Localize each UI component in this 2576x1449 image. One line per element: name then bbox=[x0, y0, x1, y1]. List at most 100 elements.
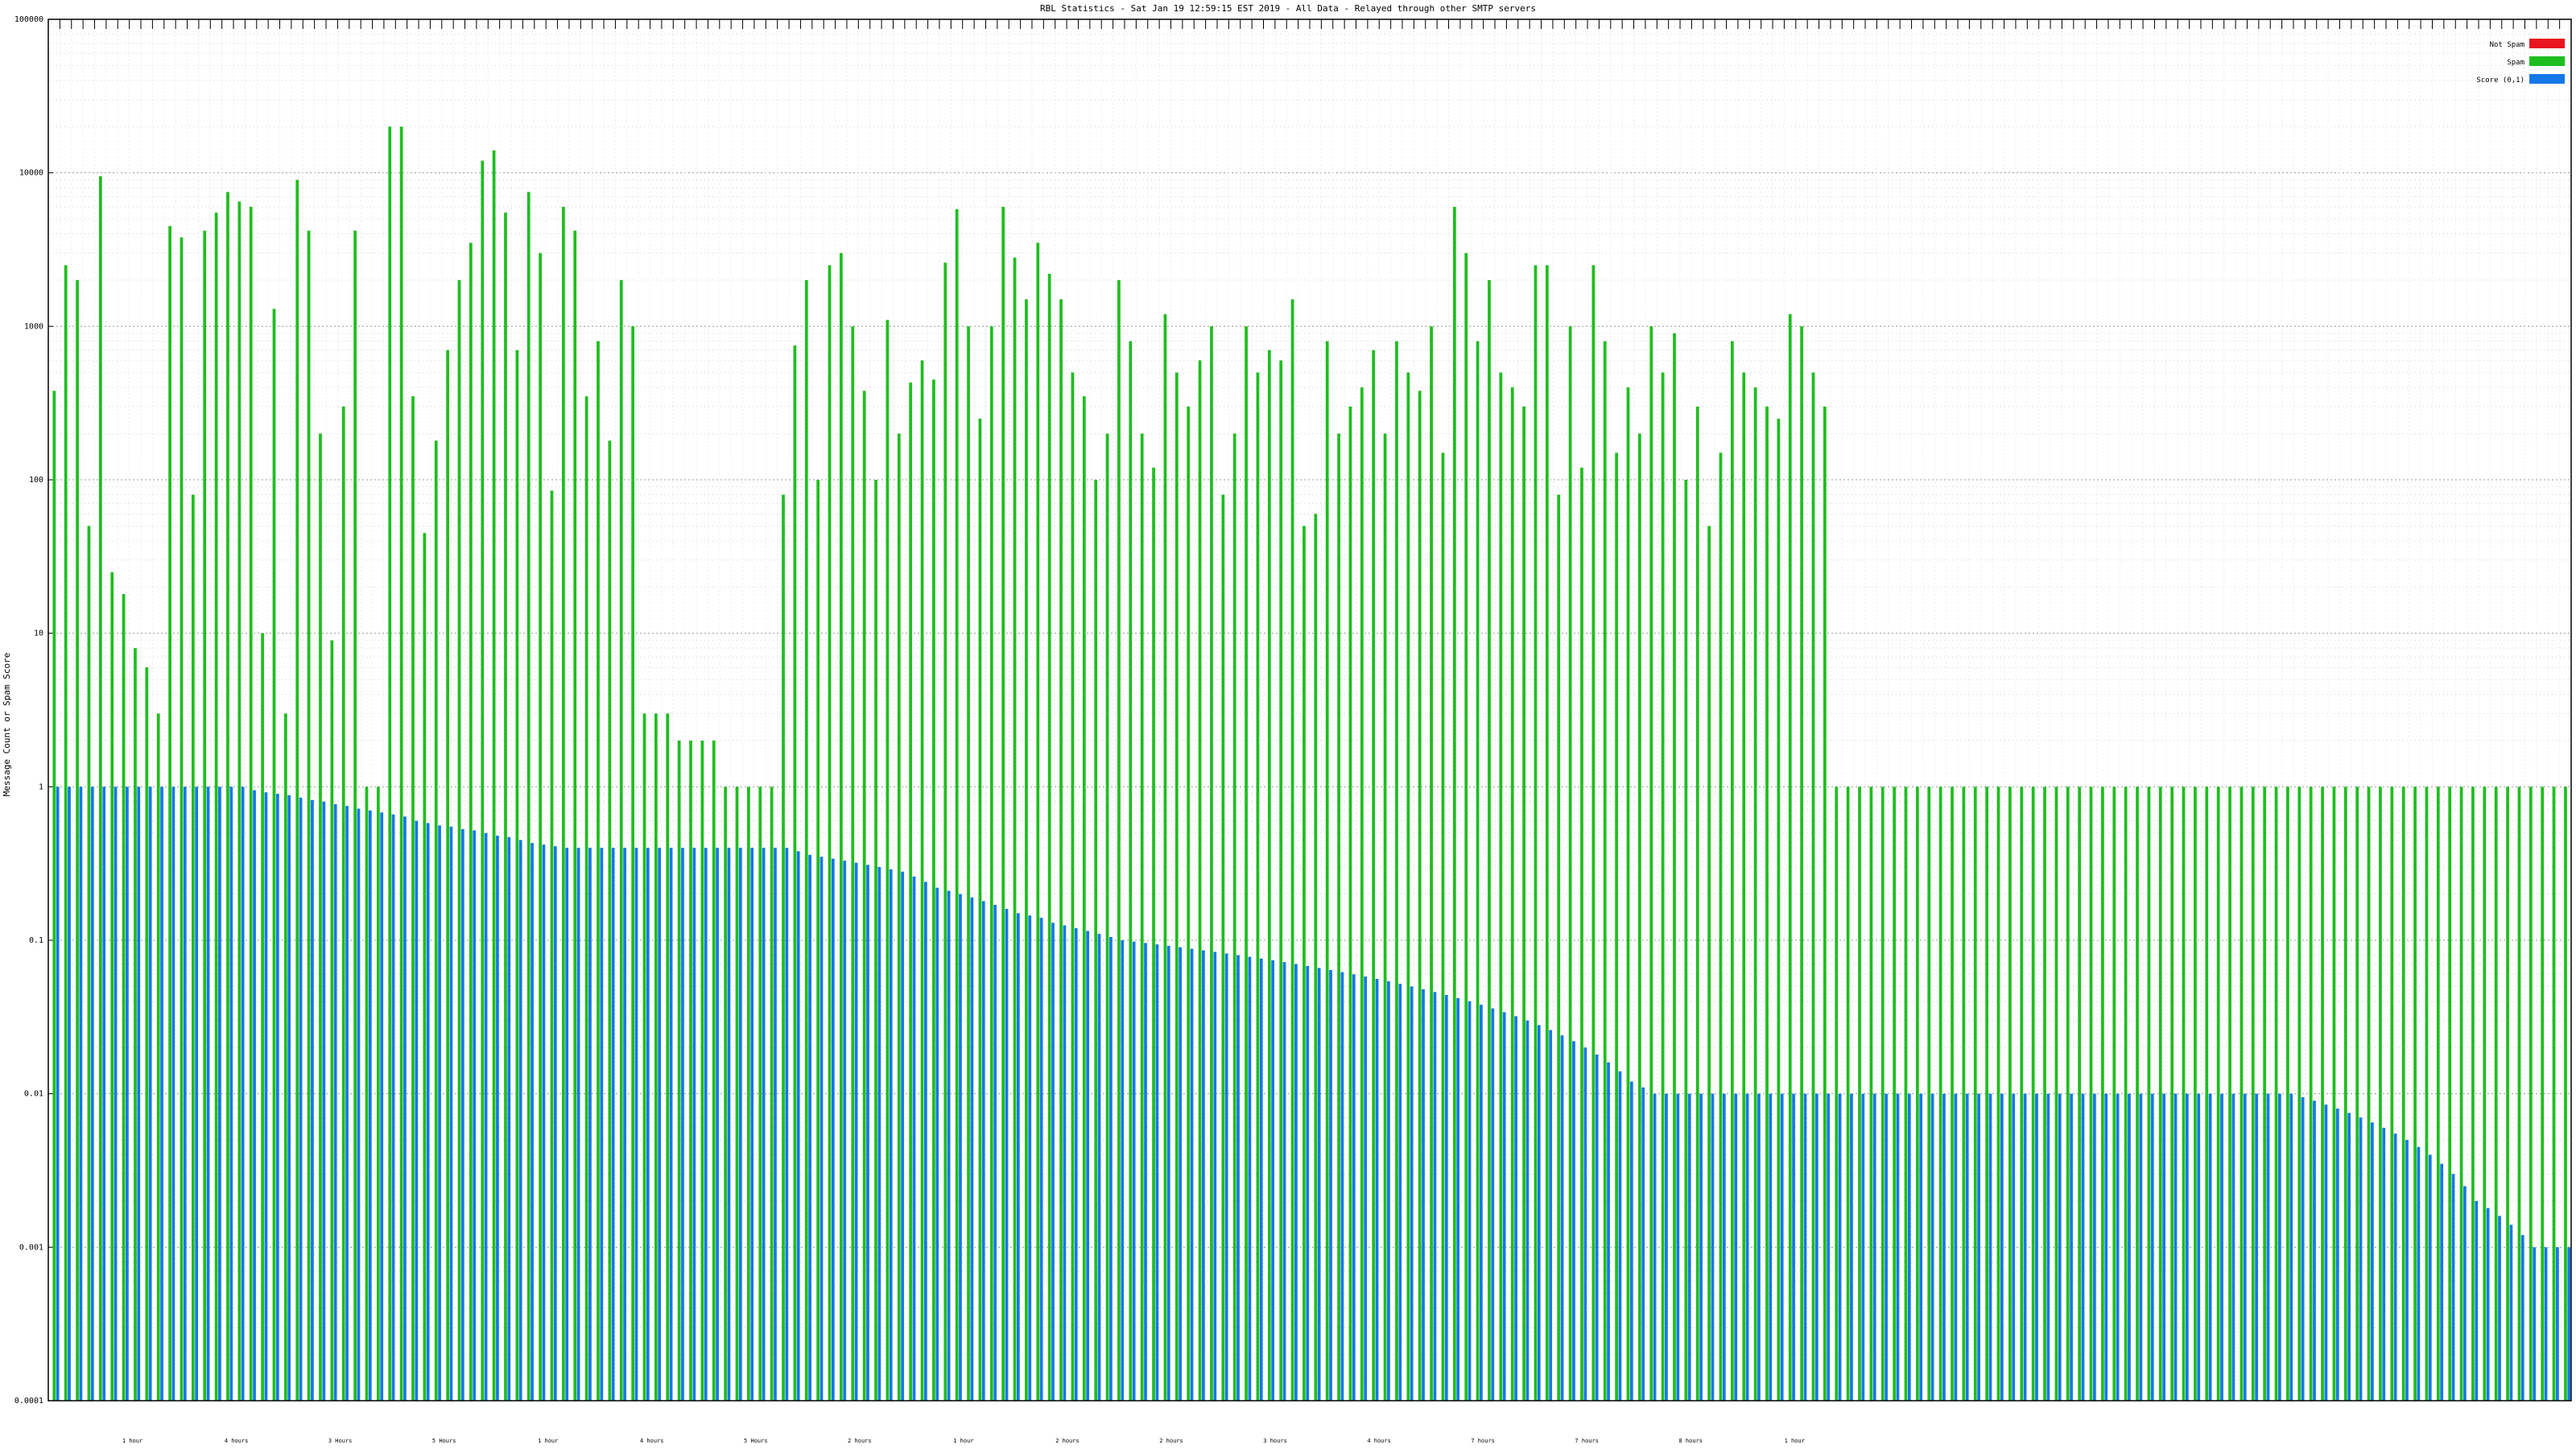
bar-score- bbox=[1699, 1093, 1703, 1401]
bar-score- bbox=[2428, 1154, 2432, 1401]
bar-score- bbox=[2208, 1093, 2212, 1401]
bar-score- bbox=[843, 861, 847, 1401]
bar-spam bbox=[2205, 786, 2209, 1401]
bar-score- bbox=[1722, 1093, 1726, 1401]
legend-swatch bbox=[2529, 74, 2565, 84]
bar-spam bbox=[2321, 786, 2324, 1401]
bar-score- bbox=[287, 795, 291, 1401]
bar-score- bbox=[1166, 945, 1170, 1401]
bar-spam bbox=[1823, 407, 1827, 1402]
bar-score- bbox=[2509, 1224, 2513, 1401]
bar-score- bbox=[114, 786, 118, 1401]
bar-spam bbox=[145, 667, 149, 1401]
bar-score- bbox=[623, 848, 626, 1401]
bar-score- bbox=[333, 803, 337, 1401]
bar-spam bbox=[1221, 494, 1225, 1401]
bar-score- bbox=[1179, 947, 1182, 1401]
bar-score- bbox=[460, 828, 464, 1401]
bar-score- bbox=[2243, 1093, 2247, 1401]
bar-score- bbox=[831, 858, 835, 1401]
bar-score- bbox=[1676, 1093, 1680, 1401]
y-tick-label: 1 bbox=[39, 782, 43, 791]
bar-score- bbox=[1422, 989, 1425, 1401]
bar-spam bbox=[1047, 274, 1051, 1402]
bar-spam bbox=[562, 206, 565, 1401]
bar-score- bbox=[1618, 1071, 1622, 1401]
bar-score- bbox=[669, 848, 673, 1401]
bar-score- bbox=[1259, 958, 1263, 1401]
bar-score- bbox=[2058, 1093, 2062, 1401]
bar-score- bbox=[889, 869, 893, 1401]
bar-spam bbox=[226, 192, 229, 1402]
bar-score- bbox=[1560, 1035, 1564, 1401]
bar-score- bbox=[530, 843, 534, 1401]
x-group-label: 7 hours bbox=[1471, 1438, 1495, 1444]
bar-score- bbox=[576, 848, 580, 1401]
bar-score- bbox=[1780, 1093, 1784, 1401]
bar-spam bbox=[365, 786, 369, 1401]
bar-spam bbox=[249, 206, 253, 1401]
bar-score- bbox=[901, 871, 904, 1401]
bar-score- bbox=[56, 786, 60, 1401]
bar-score- bbox=[634, 848, 638, 1401]
bar-spam bbox=[1996, 786, 2000, 1401]
bar-spam bbox=[2483, 786, 2487, 1401]
bar-spam bbox=[214, 213, 218, 1401]
bar-spam bbox=[2274, 786, 2278, 1401]
bar-score- bbox=[438, 825, 441, 1401]
bar-spam bbox=[180, 237, 184, 1401]
bar-score- bbox=[1872, 1093, 1876, 1401]
bar-spam bbox=[758, 786, 762, 1401]
bar-score- bbox=[1838, 1093, 1842, 1401]
bar-score- bbox=[2116, 1093, 2120, 1401]
bar-spam bbox=[597, 341, 600, 1402]
plot-frame bbox=[47, 19, 2572, 1402]
bar-score- bbox=[275, 794, 279, 1401]
bar-spam bbox=[1858, 786, 1861, 1401]
x-group-label: 1 hour bbox=[122, 1438, 142, 1444]
bar-score- bbox=[148, 786, 152, 1401]
bar-score- bbox=[1711, 1093, 1715, 1401]
bar-spam bbox=[1777, 419, 1781, 1401]
bar-score- bbox=[2347, 1113, 2351, 1401]
bar-spam bbox=[828, 265, 832, 1401]
bar-spam bbox=[434, 440, 438, 1401]
bar-spam bbox=[2529, 786, 2533, 1401]
bar-score- bbox=[2185, 1093, 2189, 1401]
bar-spam bbox=[2541, 786, 2545, 1401]
bar-score- bbox=[2023, 1093, 2027, 1401]
x-group-label: 1 hour bbox=[953, 1438, 973, 1444]
bar-spam bbox=[307, 230, 311, 1401]
bar-score- bbox=[218, 786, 221, 1401]
bar-spam bbox=[1880, 786, 1885, 1401]
bar-score- bbox=[380, 812, 384, 1401]
bar-spam bbox=[481, 160, 485, 1401]
bar-score- bbox=[877, 867, 881, 1401]
bar-score- bbox=[2371, 1122, 2374, 1401]
x-group-label: 8 hours bbox=[1678, 1438, 1703, 1444]
bar-spam bbox=[2263, 786, 2267, 1401]
bar-score- bbox=[1896, 1093, 1900, 1401]
y-tick-label: 100000 bbox=[14, 15, 43, 24]
bar-spam bbox=[1719, 452, 1723, 1401]
bar-score- bbox=[90, 786, 94, 1401]
bar-score- bbox=[2150, 1093, 2154, 1401]
bar-spam bbox=[897, 433, 901, 1401]
bar-score- bbox=[345, 806, 349, 1401]
bar-spam bbox=[1580, 467, 1583, 1401]
bar-score- bbox=[2451, 1174, 2455, 1401]
bar-spam bbox=[712, 740, 716, 1401]
bar-spam bbox=[1927, 786, 1931, 1401]
bar-score- bbox=[2128, 1093, 2131, 1401]
bar-score- bbox=[1039, 918, 1043, 1401]
bar-spam bbox=[1129, 341, 1133, 1402]
bar-spam bbox=[1753, 387, 1757, 1401]
bar-spam bbox=[1279, 360, 1283, 1401]
bar-spam bbox=[1800, 326, 1803, 1401]
bar-spam bbox=[1695, 407, 1699, 1402]
bar-score- bbox=[2393, 1133, 2397, 1401]
bar-spam bbox=[2240, 786, 2244, 1401]
bar-score- bbox=[2498, 1216, 2501, 1401]
bar-spam bbox=[1603, 341, 1607, 1402]
bar-spam bbox=[237, 201, 242, 1401]
